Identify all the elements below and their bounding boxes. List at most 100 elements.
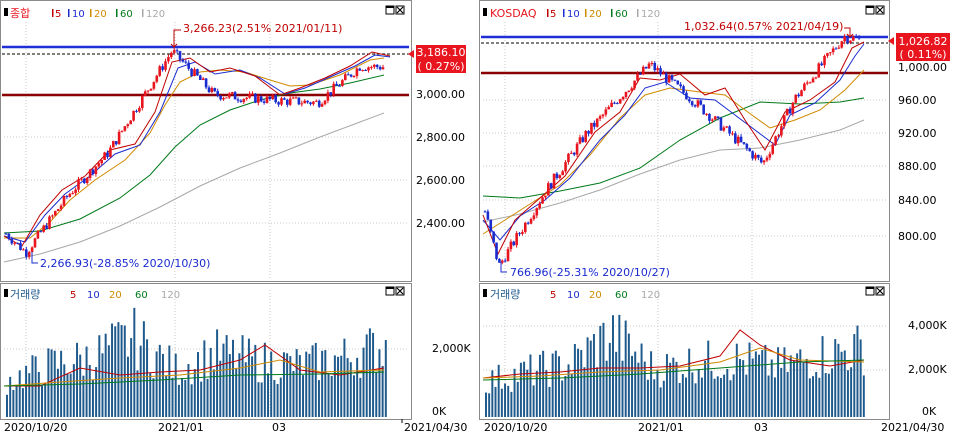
- candle-body: [262, 101, 266, 103]
- volume-bar: [526, 369, 529, 417]
- volume-bar: [761, 350, 764, 417]
- candle-body: [653, 62, 657, 71]
- volume-bar: [244, 362, 247, 417]
- candle-body: [757, 154, 760, 158]
- right-volume-window-buttons[interactable]: [865, 286, 885, 296]
- right-high-text: 1,032.64(0.57% 2021/04/19): [684, 20, 843, 33]
- left-y-tick: 2,800.00: [416, 131, 465, 144]
- volume-bar: [193, 369, 196, 417]
- left-current-change: ( 0.27%): [417, 60, 464, 73]
- volume-bar: [263, 342, 266, 417]
- volume-bar: [305, 351, 308, 417]
- candle-body: [381, 67, 385, 70]
- volume-bar: [165, 376, 168, 417]
- left-vol-ma60-line: [3, 371, 385, 387]
- volume-bar: [688, 348, 691, 417]
- candle-body: [696, 100, 700, 107]
- volume-bar: [824, 373, 827, 417]
- candle-body: [682, 86, 685, 93]
- volume-bar: [732, 374, 735, 417]
- candle-body: [135, 110, 138, 112]
- volume-bar: [200, 381, 203, 417]
- candle-body: [222, 97, 225, 100]
- candle-body: [521, 231, 524, 234]
- volume-bar: [149, 373, 152, 417]
- candle-body: [751, 151, 754, 159]
- candle-body: [705, 113, 708, 115]
- left-legend-ma60: 60: [120, 9, 133, 20]
- volume-bar: [497, 364, 500, 417]
- volume-bar: [675, 361, 678, 417]
- volume-bar: [177, 384, 180, 417]
- left-low-text: 2,266.93(-28.85% 2020/10/30): [40, 257, 210, 270]
- volume-bar: [818, 377, 821, 417]
- candle-body: [641, 66, 645, 75]
- volume-bar: [697, 369, 700, 417]
- candle-body: [636, 73, 639, 81]
- candle-body: [515, 233, 518, 246]
- candle-body: [613, 102, 616, 104]
- candle-body: [85, 177, 89, 184]
- volume-bar: [352, 375, 355, 417]
- volume-bar: [713, 378, 716, 417]
- volume-bar: [780, 367, 783, 417]
- volume-bar: [554, 350, 557, 417]
- candle-body: [117, 131, 121, 145]
- candle-body: [702, 104, 705, 115]
- candle-body: [100, 159, 103, 164]
- volume-bar: [270, 351, 273, 417]
- candle-body: [555, 173, 559, 179]
- candle-body: [503, 260, 507, 262]
- candle-body: [791, 102, 795, 114]
- right-volume-tick: 0K: [922, 405, 937, 418]
- right-legend: KOSDAQ 5 10 20 60 120: [483, 7, 660, 20]
- candle-body: [294, 97, 298, 99]
- right-window-buttons[interactable]: [865, 5, 885, 15]
- candle-body: [106, 152, 109, 158]
- volume-bar: [672, 357, 675, 417]
- volume-bar: [254, 344, 257, 417]
- right-volume-tick: 2,000K: [908, 363, 947, 376]
- right-y-tick: 880.00: [898, 160, 937, 173]
- candle-body: [512, 241, 516, 246]
- candle-body: [22, 249, 25, 251]
- candle-body: [711, 119, 714, 121]
- volume-bar: [241, 335, 244, 417]
- left-volume-window-buttons[interactable]: [385, 286, 405, 296]
- candle-body: [120, 130, 124, 132]
- volume-bar: [267, 373, 270, 417]
- volume-bar: [126, 356, 129, 417]
- volume-bar: [685, 377, 687, 417]
- volume-bar: [56, 368, 59, 417]
- right-vol-legend-ma5: 5: [550, 290, 556, 301]
- left-window-buttons[interactable]: [385, 5, 405, 15]
- volume-bar: [381, 365, 384, 417]
- volume-bar: [279, 377, 282, 417]
- left-current-price: 3,186.10: [417, 46, 466, 59]
- candle-body: [33, 238, 37, 248]
- candle-body: [805, 82, 809, 84]
- volume-bar: [596, 367, 599, 417]
- candle-body: [570, 152, 573, 154]
- volume-bar: [640, 343, 643, 417]
- candle-body: [748, 148, 752, 152]
- candle-body: [800, 90, 803, 97]
- volume-bar: [359, 377, 362, 417]
- volume-bar: [558, 356, 560, 417]
- right-legend-ma120: 120: [641, 9, 660, 20]
- left-ma120-line: [3, 112, 385, 263]
- candle-body: [541, 197, 544, 204]
- volume-bar: [133, 307, 136, 417]
- volume-bar: [770, 359, 773, 417]
- candle-body: [265, 96, 269, 103]
- candle-body: [172, 50, 176, 53]
- candle-body: [852, 36, 855, 41]
- right-x-axis: 2021/04/30 2020/10/20 2021/01 03 2021/04…: [404, 421, 944, 434]
- candle-body: [673, 79, 677, 81]
- volume-bar: [491, 370, 494, 417]
- volume-bar: [276, 384, 279, 417]
- candle-body: [143, 91, 147, 96]
- candle-body: [670, 75, 674, 80]
- left-vol-legend-ma5: 5: [70, 290, 76, 301]
- candle-body: [91, 169, 95, 174]
